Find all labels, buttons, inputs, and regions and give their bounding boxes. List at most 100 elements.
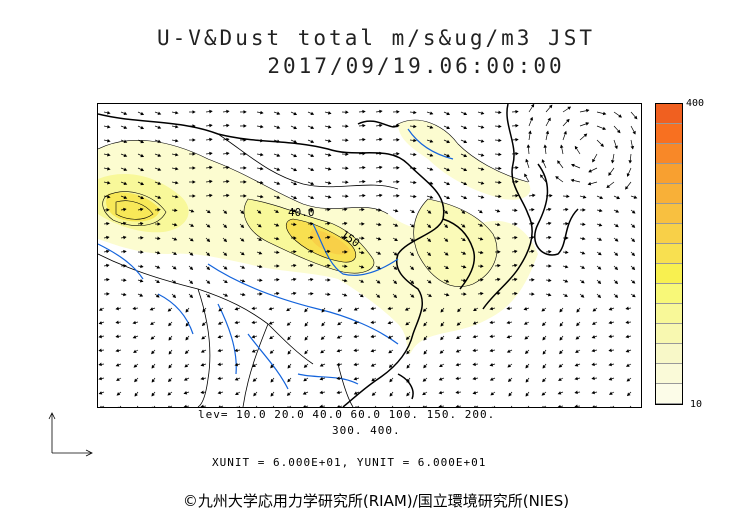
wind-arrow-head [200, 376, 204, 381]
color-scale-segment [656, 224, 682, 244]
wind-arrow-head [189, 252, 194, 256]
wind-arrow-head [260, 180, 264, 185]
wind-arrow-head [394, 223, 399, 227]
wind-arrow [543, 405, 547, 407]
wind-arrow-head [591, 390, 595, 395]
wind-arrow-head [175, 110, 179, 115]
wind-arrow-head [359, 293, 364, 298]
wind-arrow-head [189, 280, 194, 285]
wind-arrow-head [293, 263, 297, 268]
wind-arrow-head [217, 321, 222, 325]
wind-arrow-head [614, 238, 619, 242]
wind-arrow-head [140, 111, 145, 116]
wind-arrow-head [515, 151, 519, 156]
wind-arrow-head [310, 249, 314, 254]
wind-arrow-head [139, 279, 144, 283]
wind-arrow-head [525, 392, 529, 397]
wind-arrow-head [506, 349, 511, 353]
wind-arrow-head [140, 167, 145, 172]
wind-arrow-head [293, 125, 298, 130]
wind-arrow-head [598, 223, 603, 227]
wind-arrow-head [455, 390, 459, 395]
wind-arrow-head [591, 362, 595, 367]
wind-arrow-head [427, 266, 432, 270]
wind-arrow-head [327, 235, 331, 240]
wind-arrow-head [336, 376, 340, 381]
wind-arrow-head [606, 184, 611, 189]
wind-arrow-head [438, 390, 443, 395]
wind-arrow-head [362, 165, 366, 170]
color-scale [655, 103, 683, 405]
wind-arrow-head [224, 293, 229, 297]
wind-arrow-head [608, 334, 612, 339]
wind-arrow-head [189, 294, 194, 299]
wind-arrow-head [206, 252, 211, 257]
wind-arrow-head [173, 251, 177, 255]
wind-arrow-head [547, 292, 552, 297]
wind-arrow-head [353, 391, 358, 395]
wind-arrow-head [276, 291, 280, 296]
wind-arrow-head [480, 125, 485, 129]
wind-arrow-head [396, 110, 400, 114]
wind-arrow-head [591, 348, 595, 353]
wind-arrow-head [559, 144, 564, 149]
wind-arrow-head [514, 222, 518, 226]
wind-arrow-head [592, 158, 596, 163]
wind-arrow-head [251, 306, 255, 311]
legend-levels: lev= 10.0 20.0 40.0 60.0 100. 150. 200. [198, 408, 496, 421]
wind-arrow-head [140, 125, 145, 130]
wind-arrow-head [489, 306, 494, 311]
wind-arrow [391, 405, 394, 407]
wind-arrow-head [243, 194, 247, 198]
wind-arrow-head [344, 264, 348, 268]
wind-arrow-head [463, 167, 468, 172]
wind-arrow-head [506, 320, 510, 325]
wind-arrow-head [252, 363, 256, 367]
wind-arrow-head [515, 123, 519, 128]
wind-arrow-head [498, 110, 502, 115]
wind-arrow-head [190, 209, 195, 213]
wind-arrow-head [497, 291, 501, 296]
wind-arrow-head [268, 321, 273, 325]
wind-arrow-head [608, 307, 613, 311]
wind-arrow-head [378, 222, 382, 227]
wind-arrow-head [446, 125, 451, 130]
wind-arrow-head [463, 181, 468, 186]
wind-arrow-head [396, 180, 400, 184]
wind-arrow-head [541, 159, 545, 163]
wind-arrow-head [226, 193, 230, 198]
wind-arrow-head [523, 307, 528, 311]
wind-arrow-head [337, 308, 342, 312]
wind-arrow-head [168, 350, 172, 355]
wind-arrow-head [276, 153, 281, 157]
wind-arrow-head [234, 348, 238, 353]
wind-arrow-head [286, 392, 291, 396]
wind-arrow-head [608, 377, 613, 381]
wind-arrow-head [173, 222, 178, 227]
wind-arrow-head [514, 249, 518, 254]
wind-arrow-head [472, 391, 477, 395]
wind-arrow-head [151, 364, 155, 369]
wind-arrow-head [524, 336, 529, 340]
wind-arrow-head [336, 362, 340, 367]
wind-arrow-head [585, 122, 590, 126]
wind-arrow-head [530, 104, 535, 108]
vector-unit-axes-icon [48, 412, 93, 457]
wind-arrow-head [259, 278, 263, 282]
wind-arrow-head [608, 172, 612, 176]
wind-arrow-head [489, 334, 493, 339]
wind-arrow-head [422, 308, 427, 312]
wind-arrow-head [226, 137, 230, 142]
wind-arrow-head [253, 392, 257, 397]
wind-arrow-head [410, 238, 415, 242]
wind-arrow [527, 405, 530, 407]
wind-arrow [255, 405, 258, 407]
wind-arrow-head [625, 186, 629, 190]
wind-arrow-head [293, 139, 298, 144]
wind-arrow-head [370, 306, 374, 311]
wind-arrow-head [633, 195, 638, 199]
color-scale-segment [656, 384, 682, 404]
wind-arrow-head [581, 251, 586, 255]
wind-arrow-head [362, 193, 366, 198]
wind-arrow-head [557, 391, 562, 395]
